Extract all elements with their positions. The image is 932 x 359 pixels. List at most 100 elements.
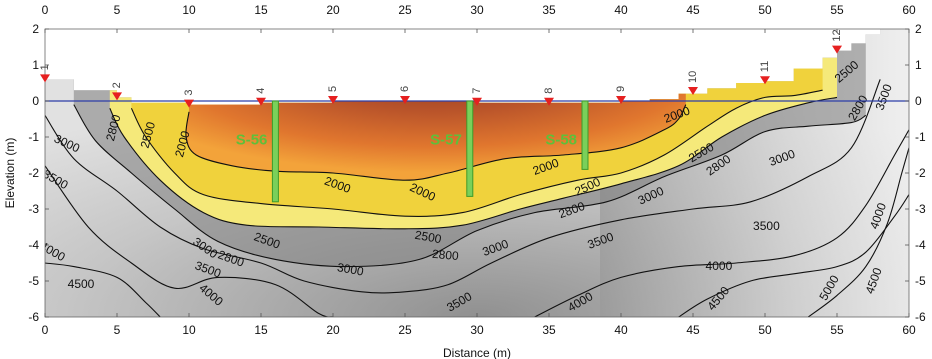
y-tick-label-left: -6 xyxy=(28,310,39,324)
y-tick-label-left: -5 xyxy=(28,274,39,288)
x-tick-label-bottom: 55 xyxy=(830,323,844,337)
electrode-marker xyxy=(112,92,122,101)
y-tick-label-right: -4 xyxy=(915,238,926,252)
x-axis-title: Distance (m) xyxy=(443,346,511,359)
electrode-label: 5 xyxy=(327,86,339,92)
borehole-label: S-58 xyxy=(545,132,577,149)
contour-label: 2500 xyxy=(414,228,443,246)
electrode-marker xyxy=(616,96,626,104)
x-tick-label-top: 45 xyxy=(686,3,700,17)
electrode-marker xyxy=(40,74,50,83)
borehole-label: S-56 xyxy=(236,132,268,149)
x-tick-label-bottom: 25 xyxy=(398,323,412,337)
contour-label: 2000 xyxy=(172,129,193,159)
y-tick-label-left: -1 xyxy=(28,130,39,144)
y-tick-label-left: 0 xyxy=(32,94,39,108)
boreholes: S-56 S-57 S-58 xyxy=(236,100,589,203)
electrode-label: 1 xyxy=(39,64,51,70)
x-tick-label-top: 5 xyxy=(114,3,121,17)
electrode-marker xyxy=(760,76,770,85)
x-tick-label-top: 25 xyxy=(398,3,412,17)
x-tick-label-top: 0 xyxy=(42,3,49,17)
contour-label: 4000 xyxy=(706,259,733,273)
borehole-bar xyxy=(271,100,279,203)
electrode-label: 9 xyxy=(615,86,627,92)
y-tick-label-right: 2 xyxy=(915,22,922,36)
x-tick-label-top: 40 xyxy=(614,3,628,17)
electrode-marker xyxy=(400,96,410,104)
electrode-marker xyxy=(256,97,266,106)
contour-line-4000 xyxy=(45,165,334,317)
x-axis-ticks: 0055101015152020252530303535404045455050… xyxy=(42,3,916,337)
x-tick-label-top: 35 xyxy=(542,3,556,17)
x-tick-label-bottom: 15 xyxy=(254,323,268,337)
electrode-marker xyxy=(328,96,338,104)
y-tick-label-left: 2 xyxy=(32,22,39,36)
y-tick-label-right: -2 xyxy=(915,166,926,180)
y-tick-label-right: -3 xyxy=(915,202,926,216)
y-tick-label-left: 1 xyxy=(32,58,39,72)
electrode-label: 3 xyxy=(183,89,195,95)
contour-line-2800 xyxy=(109,96,838,230)
contour-label: 2800 xyxy=(103,113,124,143)
x-tick-label-bottom: 5 xyxy=(114,323,121,337)
y-tick-label-right: 0 xyxy=(915,94,922,108)
y-tick-label-left: -4 xyxy=(28,238,39,252)
x-tick-label-bottom: 35 xyxy=(542,323,556,337)
borehole-bar xyxy=(466,100,474,197)
electrode-label: 4 xyxy=(255,88,267,94)
x-tick-label-bottom: 10 xyxy=(182,323,196,337)
electrode-label: 12 xyxy=(831,29,843,41)
x-tick-label-top: 20 xyxy=(326,3,340,17)
electrode-label: 8 xyxy=(543,88,555,94)
x-tick-label-bottom: 20 xyxy=(326,323,340,337)
y-axis-ticks: 2 21 10 0-1 -1-2 -2-3 -3-4 -4-5 -5-6 -6 xyxy=(28,22,926,324)
contour-line-4500 xyxy=(678,194,909,317)
y-tick-label-left: -2 xyxy=(28,166,39,180)
y-tick-label-right: -6 xyxy=(915,310,926,324)
y-tick-label-right: 1 xyxy=(915,58,922,72)
x-tick-label-bottom: 60 xyxy=(902,323,916,337)
y-tick-label-left: -3 xyxy=(28,202,39,216)
electrode-marker xyxy=(688,87,698,95)
y-axis-title: Elevation (m) xyxy=(3,138,17,209)
electrode-label: 6 xyxy=(399,86,411,92)
contour-label: 3000 xyxy=(336,260,365,278)
x-tick-label-bottom: 30 xyxy=(470,323,484,337)
x-tick-label-bottom: 0 xyxy=(42,323,49,337)
x-tick-label-top: 30 xyxy=(470,3,484,17)
contour-line-2000 xyxy=(185,104,687,181)
x-tick-label-top: 10 xyxy=(182,3,196,17)
electrode-label: 11 xyxy=(759,61,771,72)
contour-line-3500 xyxy=(45,79,881,294)
electrode-label: 2 xyxy=(111,82,123,88)
x-tick-label-bottom: 45 xyxy=(686,323,700,337)
electrode-label: 7 xyxy=(471,88,483,94)
contour-label: 2800 xyxy=(431,247,459,263)
contour-label: 4500 xyxy=(68,277,95,291)
x-tick-label-top: 50 xyxy=(758,3,772,17)
electrode-label: 10 xyxy=(687,71,699,83)
x-tick-label-top: 15 xyxy=(254,3,268,17)
contour-line-4500 xyxy=(45,262,161,317)
contour-label: 3500 xyxy=(753,219,780,233)
electrode-marker xyxy=(184,99,194,108)
contour-line-2500 xyxy=(130,89,823,217)
y-tick-label-right: -1 xyxy=(915,130,926,144)
contour-line-5000 xyxy=(807,147,909,317)
electrode-marker xyxy=(544,97,554,106)
x-tick-label-bottom: 50 xyxy=(758,323,772,337)
contour-line-4000 xyxy=(534,129,909,317)
x-tick-label-bottom: 40 xyxy=(614,323,628,337)
contour-lines xyxy=(45,79,909,317)
electrode-marker xyxy=(472,97,482,106)
contour-label: 2500 xyxy=(138,120,159,150)
contour-line-3000 xyxy=(73,104,867,268)
borehole-bar xyxy=(581,100,589,170)
x-tick-label-top: 60 xyxy=(902,3,916,17)
electrode-marker xyxy=(832,45,842,54)
borehole-label: S-57 xyxy=(430,132,462,149)
